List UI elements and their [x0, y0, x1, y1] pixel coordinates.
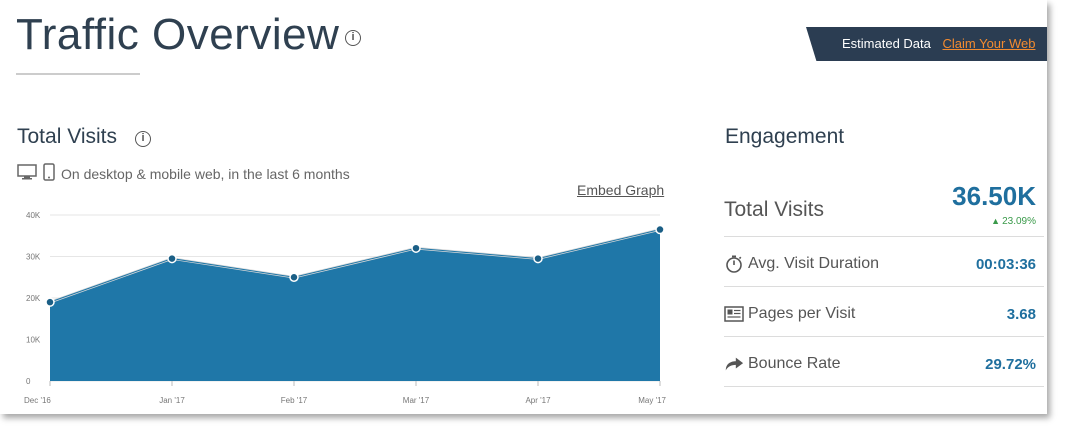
data-point	[45, 297, 55, 307]
metric-label: Avg. Visit Duration	[748, 255, 880, 272]
metric-value: 3.68	[1006, 305, 1036, 323]
divider	[724, 286, 1044, 287]
metric-row-avg-visit-duration: Avg. Visit Duration 00:03:36	[724, 252, 1036, 276]
divider	[724, 336, 1044, 337]
pages-icon	[724, 304, 744, 324]
total-visits-chart: 0 10K 20K 30K 40K Dec '16 Jan '17 Feb '17 Mar '1…	[24, 211, 667, 405]
divider	[724, 236, 1044, 237]
x-tick-label: Mar '17	[403, 396, 430, 405]
desktop-icon	[17, 164, 37, 183]
embed-graph-link[interactable]: Embed Graph	[577, 182, 665, 198]
y-tick-label: 10K	[26, 336, 41, 345]
metric-value: 29.72%	[985, 355, 1036, 373]
metric-row-pages-per-visit: Pages per Visit 3.68	[724, 302, 1036, 326]
device-scope: On desktop & mobile web, in the last 6 m…	[17, 163, 350, 184]
metric-label: Pages per Visit	[748, 305, 856, 322]
x-tick-label: Apr '17	[525, 396, 551, 405]
total-visits-change: ▲ 23.09%	[950, 216, 1036, 227]
y-tick-label: 0	[26, 377, 31, 386]
total-visits-title: Total Visits	[17, 125, 117, 148]
engagement-total-visits-label: Total Visits	[724, 198, 824, 221]
series-line-inner	[49, 229, 661, 303]
title-underline	[16, 73, 140, 75]
info-icon[interactable]: i	[345, 30, 361, 46]
metric-label: Bounce Rate	[748, 355, 841, 372]
x-tick-label: Feb '17	[281, 396, 308, 405]
mobile-icon	[43, 163, 55, 184]
estimated-data-label: Estimated Data	[842, 36, 931, 51]
stopwatch-icon	[724, 254, 744, 274]
x-tick-label: Jan '17	[159, 396, 185, 405]
data-point	[167, 253, 177, 264]
data-point	[289, 272, 299, 282]
data-point	[411, 243, 421, 253]
data-point	[655, 224, 665, 235]
engagement-total-visits-value: 36.50K	[952, 181, 1036, 211]
traffic-overview-card: Traffic Overview i Estimated Data Claim …	[16, 10, 1047, 405]
total-visits-change-value: 23.09%	[1002, 216, 1036, 227]
y-tick-label: 30K	[26, 253, 41, 262]
x-tick-label: May '17	[638, 396, 666, 405]
claim-website-link[interactable]: Claim Your Web	[942, 36, 1036, 51]
y-tick-label: 40K	[26, 211, 41, 220]
device-scope-text: On desktop & mobile web, in the last 6 m…	[61, 165, 350, 182]
estimated-data-banner: Estimated Data Claim Your Web	[806, 27, 1047, 61]
y-tick-label: 20K	[26, 294, 41, 303]
metric-row-bounce-rate: Bounce Rate 29.72%	[724, 352, 1036, 376]
bounce-arrow-icon	[724, 354, 744, 374]
series-area	[50, 229, 660, 381]
data-point	[533, 253, 543, 264]
info-icon[interactable]: i	[135, 131, 151, 147]
page-title: Traffic Overview	[16, 10, 340, 59]
x-tick-label: Dec '16	[24, 396, 51, 405]
up-arrow-icon: ▲	[991, 216, 1001, 226]
metric-value: 00:03:36	[975, 255, 1036, 273]
divider	[724, 386, 1044, 387]
engagement-title: Engagement	[725, 125, 845, 148]
